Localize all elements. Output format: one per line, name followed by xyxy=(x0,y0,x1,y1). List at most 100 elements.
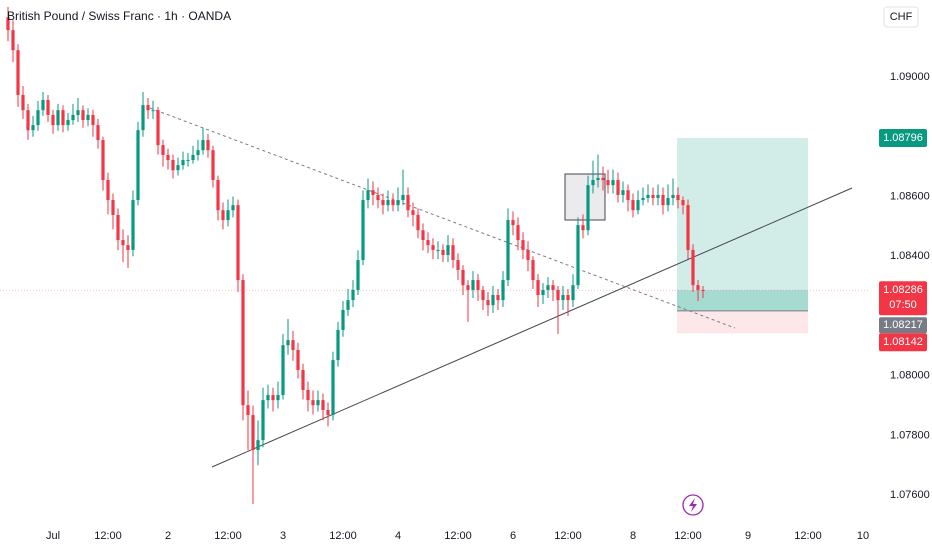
candle-body xyxy=(191,154,195,161)
candle-body xyxy=(576,225,580,286)
candle-body xyxy=(421,230,425,241)
candle-body xyxy=(31,125,35,131)
profit-zone xyxy=(677,137,808,311)
candle-body xyxy=(176,165,180,171)
candle-body xyxy=(71,114,75,121)
range-box xyxy=(564,173,606,221)
candle-body xyxy=(551,285,555,290)
candle-body xyxy=(76,110,80,115)
target-label-box xyxy=(879,128,927,147)
candle-body xyxy=(326,409,330,416)
candle-body xyxy=(131,200,135,250)
candle-body xyxy=(391,200,395,206)
candle-body xyxy=(151,110,155,112)
stop-label: 1.08142 xyxy=(883,336,923,348)
candle-body xyxy=(221,210,225,221)
candle-body xyxy=(361,200,365,261)
candle-body xyxy=(621,190,625,195)
candle-body xyxy=(186,160,190,162)
candle-body xyxy=(506,220,510,281)
y-tick-label: 1.08600 xyxy=(890,190,930,202)
candle-body xyxy=(661,194,665,206)
candle-body xyxy=(531,260,535,281)
candle-body xyxy=(501,280,505,301)
x-tick-label: Jul xyxy=(46,530,60,542)
lightning xyxy=(689,498,697,512)
candle-body xyxy=(436,249,440,251)
x-tick-label: 9 xyxy=(745,530,751,542)
candle-body xyxy=(656,194,660,198)
candle-body xyxy=(251,415,255,450)
candle-body xyxy=(431,245,435,250)
x-tick-label: 6 xyxy=(510,530,516,542)
candle-body xyxy=(691,249,695,286)
candle-body xyxy=(371,190,375,195)
entry-label: 1.08217 xyxy=(883,319,923,331)
currency-box[interactable] xyxy=(883,6,919,28)
candle-body xyxy=(231,205,235,211)
stop-label-box xyxy=(879,333,927,352)
candle-body xyxy=(101,140,105,181)
candle-body xyxy=(126,245,130,250)
candle-body xyxy=(486,300,490,306)
candle-body xyxy=(681,200,685,206)
candle-body xyxy=(301,369,305,390)
candle-body xyxy=(496,295,500,301)
candle-body xyxy=(106,180,110,201)
candle-body xyxy=(81,110,85,121)
countdown: 07:50 xyxy=(889,299,917,311)
x-tick-label: 12:00 xyxy=(329,530,357,542)
candle-body xyxy=(416,214,420,231)
candle-body xyxy=(631,200,635,211)
candle-body xyxy=(561,295,565,301)
candle-body xyxy=(16,50,20,95)
candle-body xyxy=(696,285,700,290)
candle-body xyxy=(241,280,245,406)
ascending-trendline xyxy=(211,187,853,468)
loss-zone xyxy=(677,310,808,334)
candle-body xyxy=(226,210,230,221)
candle-body xyxy=(641,197,645,201)
candle-body xyxy=(566,295,570,301)
candle-body xyxy=(216,180,220,211)
chart-title: British Pound / Swiss Franc · 1h · OANDA xyxy=(7,9,231,23)
candle-body xyxy=(491,295,495,306)
candle-body xyxy=(111,200,115,215)
candle-body xyxy=(316,400,320,406)
candle-body xyxy=(166,154,170,161)
candle-body xyxy=(401,194,405,201)
candle-body xyxy=(456,260,460,270)
candle-body xyxy=(351,289,355,301)
candle-body xyxy=(256,440,260,450)
open-pnl-zone xyxy=(677,290,808,311)
candle-body xyxy=(281,345,285,396)
candle-body xyxy=(461,269,465,286)
x-tick-label: 12:00 xyxy=(444,530,472,542)
candle-body xyxy=(476,280,480,290)
x-tick-label: 8 xyxy=(630,530,636,542)
candle-body xyxy=(446,245,450,255)
candle-body xyxy=(211,150,215,181)
candle-body xyxy=(466,285,470,290)
candle-body xyxy=(376,194,380,201)
candle-body xyxy=(596,177,600,181)
candle-body xyxy=(591,180,595,186)
candle-body xyxy=(206,140,210,151)
candle-body xyxy=(636,200,640,211)
candle-body xyxy=(406,194,410,211)
candle-body xyxy=(676,194,680,201)
candle-body xyxy=(6,17,10,31)
candle-body xyxy=(341,309,345,330)
candle-body xyxy=(381,200,385,206)
candle-body xyxy=(511,220,515,226)
currency: CHF xyxy=(890,11,913,23)
candle-body xyxy=(646,194,650,198)
candle-body xyxy=(626,190,630,201)
candle-body xyxy=(616,180,620,195)
candle-body xyxy=(581,225,585,231)
candle-body xyxy=(411,210,415,215)
x-tick-label: 3 xyxy=(280,530,286,542)
candle-body xyxy=(291,340,295,350)
y-tick-label: 1.09000 xyxy=(890,71,930,83)
